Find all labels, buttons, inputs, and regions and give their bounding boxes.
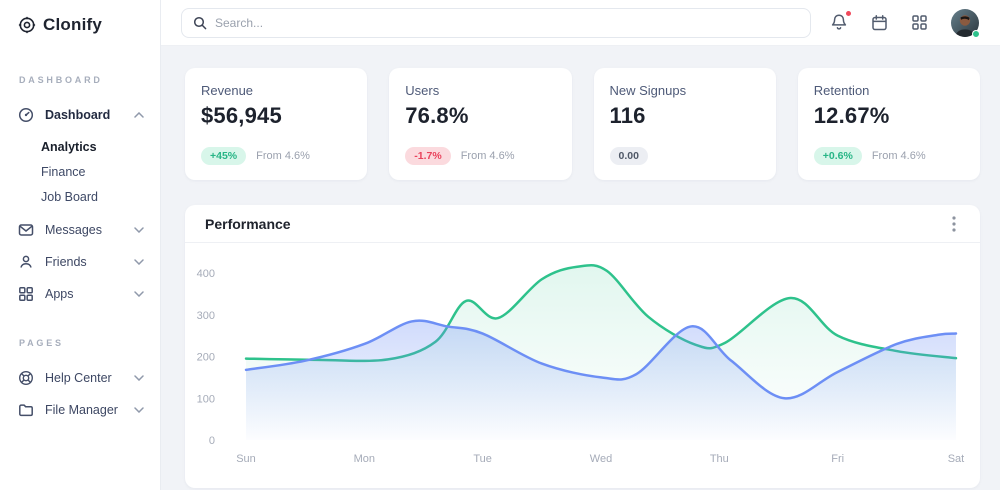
calendar-button[interactable] bbox=[871, 14, 888, 32]
mail-icon bbox=[18, 222, 34, 238]
content: Revenue $56,945 +45% From 4.6% Users 76.… bbox=[161, 46, 1000, 488]
svg-text:200: 200 bbox=[197, 352, 215, 364]
sidebar-nav-pages: Help Center File Manager bbox=[0, 362, 160, 426]
chevron-down-icon bbox=[134, 375, 144, 381]
svg-text:Mon: Mon bbox=[354, 453, 375, 465]
sidebar-item-file-manager[interactable]: File Manager bbox=[0, 394, 160, 426]
sidebar-item-label: Dashboard bbox=[45, 108, 111, 122]
main-area: Revenue $56,945 +45% From 4.6% Users 76.… bbox=[161, 0, 1000, 490]
svg-text:Thu: Thu bbox=[710, 453, 729, 465]
stat-value: 116 bbox=[609, 103, 646, 128]
trend-badge: 0.00 bbox=[609, 146, 648, 165]
logo[interactable]: Clonify bbox=[0, 12, 160, 38]
chevron-up-icon bbox=[134, 112, 144, 118]
sidebar-item-label: Messages bbox=[45, 223, 102, 237]
user-icon bbox=[18, 254, 34, 270]
logo-icon bbox=[18, 16, 36, 34]
stats-row: Revenue $56,945 +45% From 4.6% Users 76.… bbox=[185, 68, 980, 180]
stat-title: Revenue bbox=[201, 83, 254, 98]
svg-text:Fri: Fri bbox=[831, 453, 844, 465]
chevron-down-icon bbox=[134, 407, 144, 413]
dashboard-sub-menu: Analytics Finance Job Board bbox=[0, 131, 160, 214]
panel-title: Performance bbox=[205, 215, 291, 232]
sidebar-item-friends[interactable]: Friends bbox=[0, 246, 160, 278]
app-name: Clonify bbox=[43, 15, 103, 34]
trend-badge: +0.6% bbox=[813, 146, 862, 165]
stat-title: Retention bbox=[813, 83, 870, 98]
notification-badge bbox=[845, 10, 852, 17]
section-label-dashboard: DASHBOARD bbox=[19, 75, 103, 85]
sidebar-item-label: Help Center bbox=[45, 371, 112, 385]
search-icon bbox=[193, 16, 207, 30]
sidebar-subitem-analytics[interactable]: Analytics bbox=[41, 139, 97, 154]
apps-launcher-button[interactable] bbox=[911, 14, 928, 31]
chevron-down-icon bbox=[134, 291, 144, 297]
sidebar-item-dashboard[interactable]: Dashboard bbox=[0, 99, 160, 131]
stat-value: 12.67% bbox=[813, 103, 890, 128]
sidebar-subitem-finance[interactable]: Finance bbox=[41, 164, 86, 179]
svg-text:Wed: Wed bbox=[590, 453, 612, 465]
apps-icon bbox=[18, 286, 34, 302]
chevron-down-icon bbox=[134, 259, 144, 265]
sidebar-item-label: Friends bbox=[45, 255, 87, 269]
svg-text:0: 0 bbox=[209, 435, 215, 447]
stat-footer: +0.6% From 4.6% bbox=[813, 146, 964, 165]
trend-badge: -1.7% bbox=[405, 146, 451, 165]
svg-text:300: 300 bbox=[197, 310, 215, 322]
stat-value: $56,945 bbox=[201, 103, 282, 128]
sidebar-item-label: File Manager bbox=[45, 403, 118, 417]
svg-text:100: 100 bbox=[197, 393, 215, 405]
stat-title: New Signups bbox=[609, 83, 687, 98]
stat-card-new-signups[interactable]: New Signups 116 0.00 bbox=[593, 68, 776, 180]
apps-grid-icon bbox=[912, 15, 927, 30]
stat-value: 76.8% bbox=[405, 103, 469, 128]
stat-card-retention[interactable]: Retention 12.67% +0.6% From 4.6% bbox=[797, 68, 980, 180]
kebab-icon bbox=[952, 215, 956, 232]
stat-note: From 4.6% bbox=[871, 149, 926, 162]
svg-text:Sun: Sun bbox=[236, 453, 256, 465]
svg-text:400: 400 bbox=[197, 268, 215, 280]
trend-badge: +45% bbox=[201, 146, 247, 165]
sidebar-nav: Dashboard Analytics Finance Job Board Me… bbox=[0, 99, 160, 310]
gauge-icon bbox=[18, 107, 34, 123]
performance-panel: Performance 0 100 200 300 400 Sun Mon Tue Wed Thu… bbox=[185, 205, 980, 488]
stat-card-revenue[interactable]: Revenue $56,945 +45% From 4.6% bbox=[185, 68, 368, 180]
stat-footer: +45% From 4.6% bbox=[201, 146, 351, 165]
svg-text:Tue: Tue bbox=[473, 453, 492, 465]
topbar bbox=[161, 0, 1000, 46]
stat-note: From 4.6% bbox=[460, 149, 515, 162]
stat-footer: -1.7% From 4.6% bbox=[405, 146, 555, 165]
chevron-down-icon bbox=[134, 227, 144, 233]
search-box[interactable] bbox=[181, 7, 811, 38]
panel-menu-button[interactable] bbox=[948, 212, 960, 236]
folder-icon bbox=[18, 402, 34, 418]
lifebuoy-icon bbox=[18, 370, 34, 386]
performance-panel-header: Performance bbox=[185, 205, 980, 243]
stat-footer: 0.00 bbox=[609, 146, 760, 165]
online-status-dot bbox=[972, 29, 980, 38]
sidebar-item-apps[interactable]: Apps bbox=[0, 278, 160, 310]
search-input[interactable] bbox=[215, 15, 799, 30]
user-menu[interactable] bbox=[951, 8, 980, 38]
topbar-actions bbox=[830, 8, 980, 38]
stat-card-users[interactable]: Users 76.8% -1.7% From 4.6% bbox=[389, 68, 572, 180]
calendar-icon bbox=[872, 14, 887, 30]
stat-title: Users bbox=[405, 83, 440, 98]
sidebar-item-help-center[interactable]: Help Center bbox=[0, 362, 160, 394]
notifications-button[interactable] bbox=[830, 10, 852, 32]
sidebar-item-label: Apps bbox=[45, 287, 74, 301]
sidebar-item-messages[interactable]: Messages bbox=[0, 214, 160, 246]
performance-chart: 0 100 200 300 400 Sun Mon Tue Wed Thu Fri Sat bbox=[197, 263, 965, 465]
section-label-pages: PAGES bbox=[19, 338, 64, 348]
svg-text:Sat: Sat bbox=[948, 453, 965, 465]
sidebar-subitem-job-board[interactable]: Job Board bbox=[41, 189, 98, 204]
bell-icon bbox=[831, 14, 847, 30]
stat-note: From 4.6% bbox=[256, 149, 310, 162]
sidebar: Clonify DASHBOARD Dashboard Analytics bbox=[0, 0, 161, 490]
